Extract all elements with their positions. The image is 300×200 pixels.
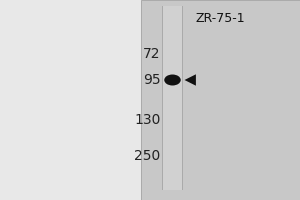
Bar [162,89,183,92]
Bar [162,15,183,18]
Bar [162,70,183,73]
Bar [162,6,163,190]
Bar [162,144,183,147]
Bar [162,43,183,46]
Bar [162,77,183,80]
Bar [162,73,183,77]
Bar [162,21,183,24]
Bar [162,153,183,156]
Bar [162,187,183,190]
Bar [162,150,183,153]
Bar [162,12,183,15]
Bar [162,132,183,135]
Bar [162,49,183,52]
Bar [162,172,183,175]
Text: 95: 95 [143,73,160,87]
Bar [162,110,183,113]
Text: ZR-75-1: ZR-75-1 [196,12,245,25]
Bar [162,104,183,107]
Bar [162,9,183,12]
Bar [162,95,183,98]
Bar [162,123,183,126]
Bar [162,24,183,27]
Bar [162,67,183,70]
Bar [162,98,183,101]
Bar [162,40,183,43]
Text: 250: 250 [134,149,160,163]
Bar [162,61,183,64]
Bar [162,113,183,116]
Bar [162,101,183,104]
Bar [162,18,183,21]
Bar [162,34,183,37]
Bar [162,55,183,58]
Bar [162,141,183,144]
Bar [162,147,183,150]
Bar [162,107,183,110]
Bar [162,184,183,187]
Bar [162,31,183,34]
Bar [162,80,183,83]
Polygon shape [184,74,196,86]
Bar [162,37,183,40]
Bar [141,0,300,200]
Bar [162,46,183,49]
Bar [162,159,183,162]
Bar [162,162,183,165]
Bar [162,83,183,86]
Bar [162,175,183,178]
Bar [162,58,183,61]
Bar [162,181,183,184]
Bar [162,52,183,55]
Bar [162,27,183,31]
Bar [162,156,183,159]
Bar [162,169,183,172]
Bar [162,64,183,67]
Bar [162,165,183,169]
Bar [162,126,183,129]
Bar [162,116,183,119]
Bar [162,138,183,141]
Bar [182,6,183,190]
Text: 72: 72 [143,47,160,61]
Text: 130: 130 [134,113,160,127]
Bar [162,6,183,9]
Bar [162,119,183,123]
Bar [162,129,183,132]
Bar [162,178,183,181]
Bar [162,135,183,138]
Bar [162,86,183,89]
Ellipse shape [164,74,181,86]
Bar [162,92,183,95]
